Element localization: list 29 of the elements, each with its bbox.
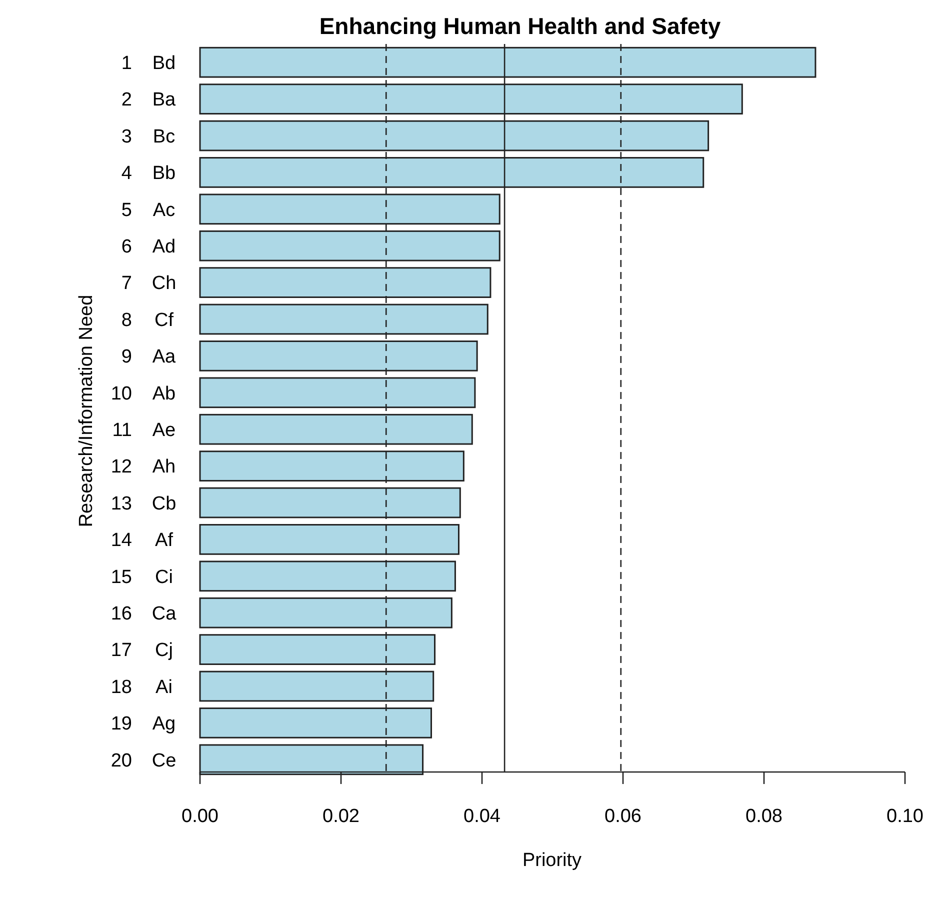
y-tick-label: 4 Bb [121, 163, 176, 184]
y-tick-label: 20 Ce [110, 750, 176, 772]
y-tick-label: 8 Cf [121, 310, 174, 331]
x-axis-title: Priority [522, 850, 582, 871]
y-axis-title: Research/Information Need [76, 294, 97, 528]
chart-title: Enhancing Human Health and Safety [319, 13, 721, 39]
category-label: 18 Ai [110, 676, 172, 698]
y-tick-label: 19 Ag [110, 714, 176, 735]
y-tick-label: 9 Aa [121, 346, 176, 368]
y-tick-label: 16 Ca [110, 604, 177, 624]
y-tick-label: 2 Ba [121, 90, 176, 111]
y-tick-label: 11 Ae [112, 420, 176, 441]
y-tick-label: 5 Ac [121, 200, 176, 221]
y-tick-label: 10 Ab [110, 383, 176, 404]
x-tick-label: 0.00 [182, 806, 218, 827]
x-tick-label: 0.06 [604, 806, 642, 827]
y-tick-label: 12 Ah [110, 456, 176, 478]
y-tick-label: 1 Bd [121, 53, 176, 74]
y-tick-label: 7 Ch [121, 273, 176, 294]
y-tick-label: 13 Cb [110, 493, 176, 514]
x-tick-label: 0.02 [322, 806, 360, 827]
x-tick-label: 0.10 [886, 806, 924, 827]
category-label: 17 Cj [110, 640, 173, 662]
category-label: 15 Ci [110, 566, 173, 588]
category-label: 14 Af [110, 530, 173, 552]
x-tick-label: 0.04 [464, 806, 501, 827]
y-tick-label: 3 Bc [121, 126, 176, 148]
x-tick-label: 0.08 [746, 806, 782, 827]
y-tick-label: 6 Ad [121, 236, 176, 258]
